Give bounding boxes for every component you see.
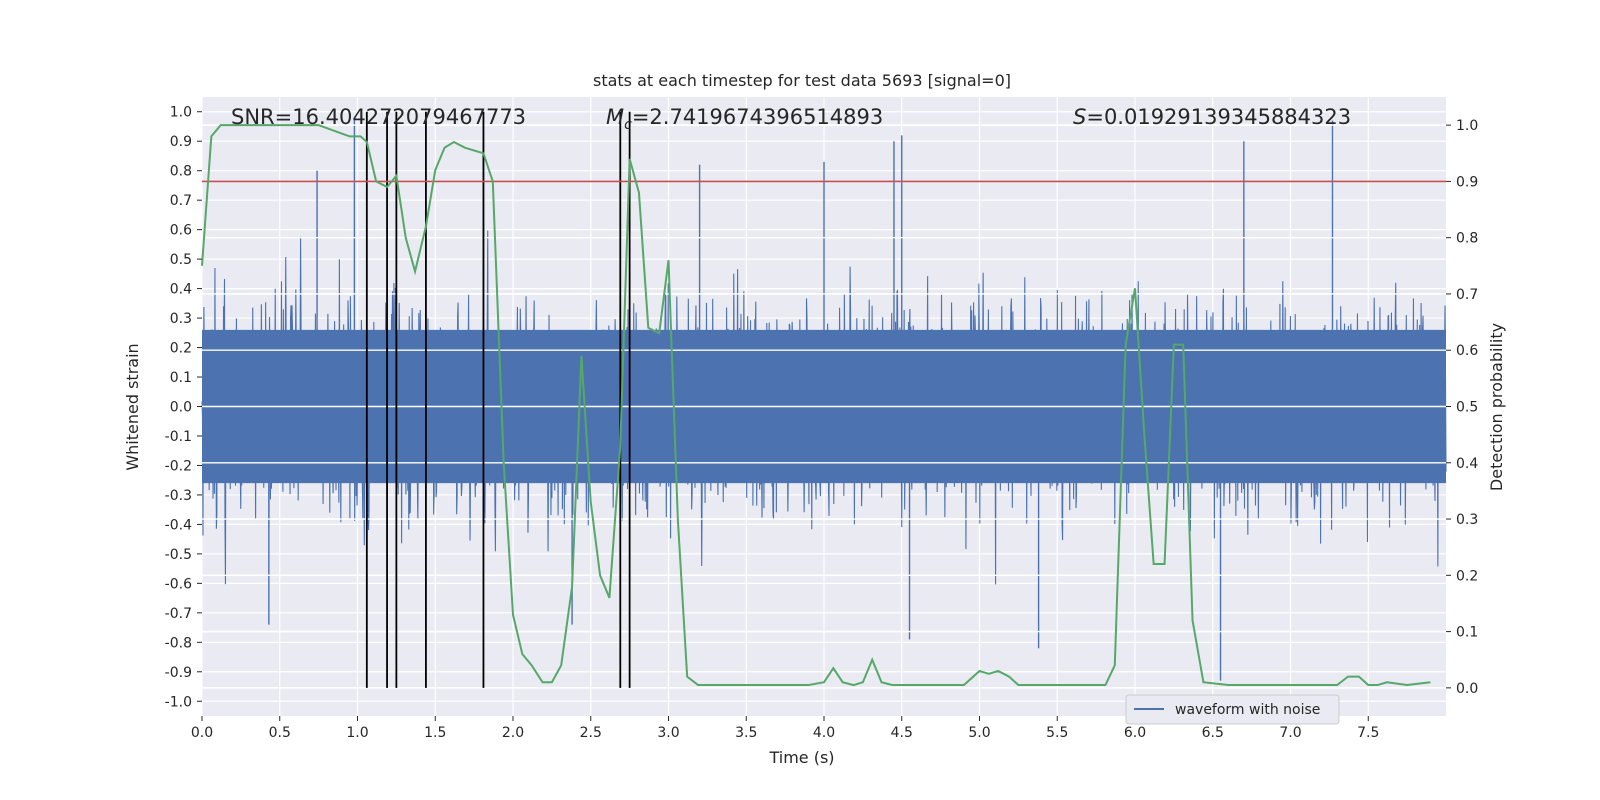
chirp-mass-value: =2.7419674396514893 (632, 105, 883, 129)
y-tick-label-left: -0.6 (165, 576, 192, 592)
y-tick-label-right: 0.7 (1456, 287, 1478, 303)
y-tick-label-left: 0.7 (170, 193, 192, 209)
x-tick-label: 5.0 (968, 725, 990, 741)
y-tick-label-left: -0.5 (165, 547, 192, 563)
y-tick-label-right: 0.5 (1456, 400, 1478, 416)
x-tick-label: 2.5 (580, 725, 602, 741)
legend-label-waveform: waveform with noise (1175, 702, 1320, 718)
y-tick-label-left: -0.7 (165, 606, 192, 622)
y-tick-label-right: 0.0 (1456, 681, 1478, 697)
x-tick-label: 1.0 (346, 725, 368, 741)
y-tick-label-left: 0.4 (170, 282, 192, 298)
legend-box (1125, 694, 1340, 725)
x-tick-label: 1.5 (424, 725, 446, 741)
chirp-mass-subscript: c (624, 117, 632, 133)
y-tick-label-left: 0.1 (170, 370, 192, 386)
x-tick-label: 6.5 (1202, 725, 1224, 741)
y-tick-label-right: 0.9 (1456, 174, 1478, 190)
x-tick-label: 3.0 (657, 725, 679, 741)
y-tick-label-left: -0.3 (165, 488, 192, 504)
chart-title: stats at each timestep for test data 569… (593, 71, 1011, 90)
y-axis-title-left: Whitened strain (123, 343, 142, 470)
y-tick-label-left: 0.0 (170, 400, 192, 416)
detection-probability-line (201, 124, 1431, 687)
y-tick-label-right: 0.4 (1456, 456, 1478, 472)
snr-annotation: SNR=16.404272079467773 (231, 105, 526, 129)
x-tick-label: 4.5 (891, 725, 913, 741)
legend: waveform with noise (1125, 694, 1340, 725)
y-tick-label-left: -0.4 (165, 517, 192, 533)
y-tick-label-left: 0.6 (170, 223, 192, 239)
y-tick-label-left: -0.1 (165, 429, 192, 445)
y-tick-label-left: -1.0 (165, 694, 192, 710)
y-tick-label-right: 0.8 (1456, 231, 1478, 247)
y-tick-label-right: 1.0 (1456, 118, 1478, 134)
s-value: =0.01929139345884323 (1086, 105, 1351, 129)
y-tick-label-left: 0.3 (170, 311, 192, 327)
s-symbol: S (1073, 105, 1086, 129)
y-tick-label-left: -0.8 (165, 635, 192, 651)
event-markers (365, 111, 631, 688)
x-tick-label: 0.5 (269, 725, 291, 741)
y-tick-label-left: 0.9 (170, 134, 192, 150)
x-tick-label: 3.5 (735, 725, 757, 741)
x-tick-label: 7.5 (1357, 725, 1379, 741)
y-tick-label-left: 0.5 (170, 252, 192, 268)
y-tick-label-left: 1.0 (170, 105, 192, 121)
x-axis-title: Time (s) (768, 748, 834, 767)
y-tick-label-left: 0.8 (170, 164, 192, 180)
x-tick-label: 0.0 (191, 725, 213, 741)
y-tick-label-left: -0.9 (165, 665, 192, 681)
y-tick-label-left: -0.2 (165, 458, 192, 474)
waveform-with-noise-series (201, 117, 1447, 689)
s-annotation: S=0.01929139345884323 (1073, 105, 1351, 129)
y-tick-label-left: 0.2 (170, 341, 192, 357)
tick-labels: 0.0 0.5 1.0 1.5 2.0 2.5 3.0 3.5 4.0 4.5 5.0 5.5 6.0 6… (165, 105, 1479, 741)
x-tick-label: 4.0 (813, 725, 835, 741)
x-tick-label: 2.0 (502, 725, 524, 741)
y-axis-title-right: Detection probability (1487, 323, 1506, 491)
chirp-mass-annotation: Mc=2.7419674396514893 (606, 105, 883, 133)
y-tick-label-right: 0.6 (1456, 343, 1478, 359)
chirp-mass-symbol: M (606, 105, 624, 129)
y-tick-label-right: 0.1 (1456, 625, 1478, 641)
y-tick-label-right: 0.2 (1456, 568, 1478, 584)
x-tick-label: 5.5 (1046, 725, 1068, 741)
y-tick-label-right: 0.3 (1456, 512, 1478, 528)
x-tick-label: 6.0 (1124, 725, 1146, 741)
x-tick-label: 7.0 (1279, 725, 1301, 741)
